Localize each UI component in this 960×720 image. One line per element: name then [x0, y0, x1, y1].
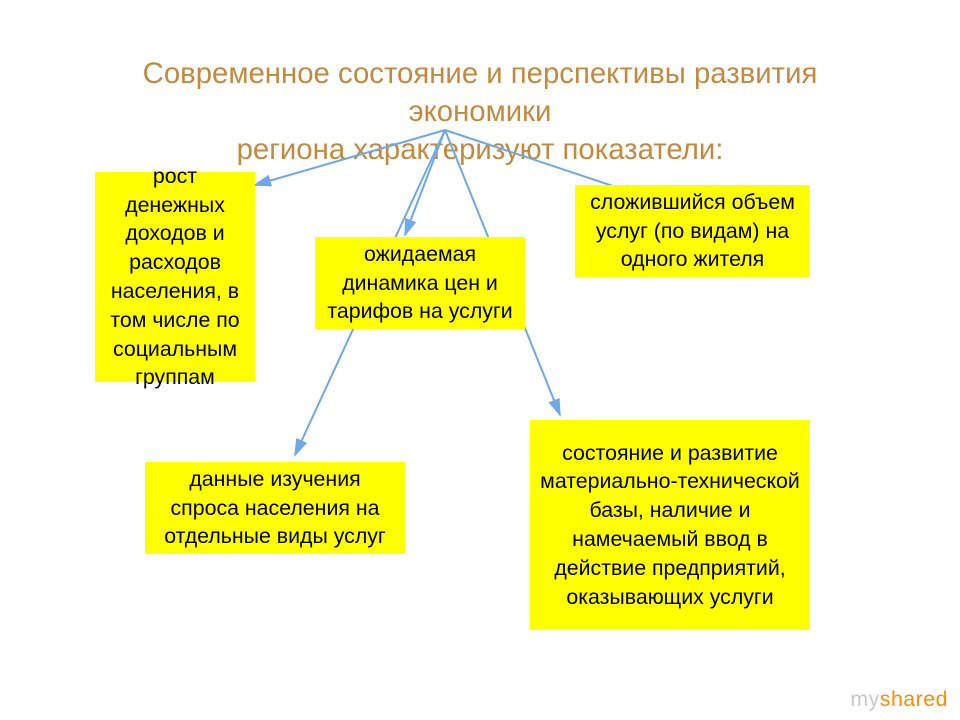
indicator-box-price-dynamics: ожидаемая динамика цен и тарифов на услу… — [315, 237, 525, 329]
watermark: myshared — [850, 687, 948, 712]
slide-title: Современное состояние и перспективы разв… — [110, 55, 850, 169]
box-text: данные изучения спроса населения на отде… — [155, 465, 395, 551]
indicator-box-income-growth: рост денежных доходов и расходов населен… — [95, 172, 255, 382]
box-text: состояние и развитие материально-техниче… — [540, 439, 800, 612]
title-line-1: Современное состояние и перспективы разв… — [143, 57, 818, 128]
box-text: сложившийся объем услуг (по видам) на од… — [585, 188, 800, 274]
indicator-box-demand-study: данные изучения спроса населения на отде… — [145, 462, 405, 554]
indicator-box-service-volume: сложившийся объем услуг (по видам) на од… — [575, 185, 810, 277]
indicator-box-infrastructure: состояние и развитие материально-техниче… — [530, 420, 810, 630]
box-text: рост денежных доходов и расходов населен… — [105, 162, 245, 392]
watermark-part-2: shared — [880, 687, 948, 711]
title-line-2: региона характеризуют показатели: — [237, 133, 724, 166]
watermark-part-1: my — [850, 687, 879, 711]
box-text: ожидаемая динамика цен и тарифов на услу… — [325, 240, 515, 326]
